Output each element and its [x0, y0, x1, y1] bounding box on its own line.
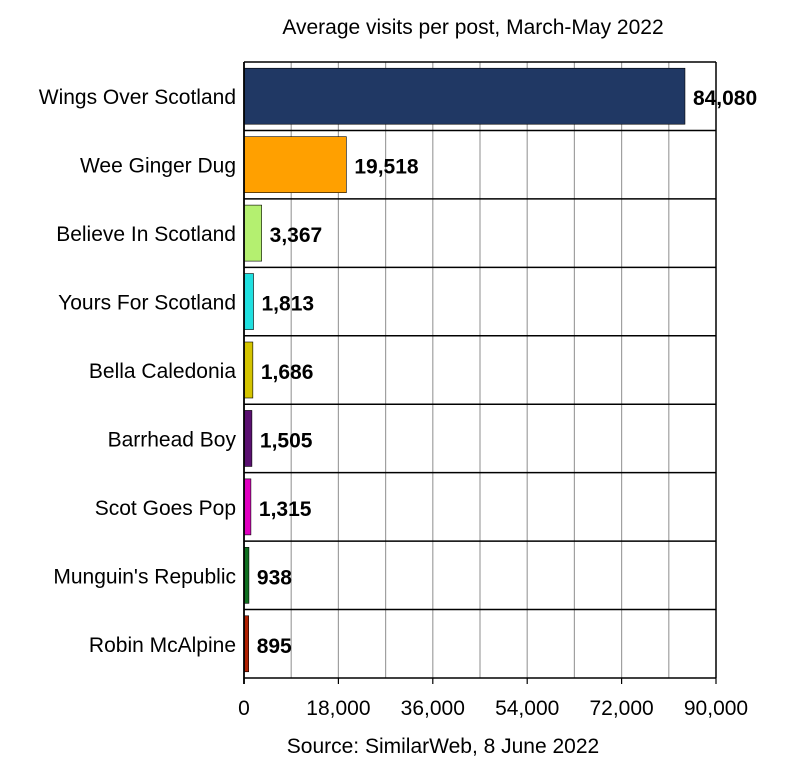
- bar: [243, 410, 253, 467]
- x-tick-label: 72,000: [589, 697, 653, 720]
- bar: [243, 273, 254, 330]
- data-label: 84,080: [693, 87, 757, 110]
- bar: [243, 67, 686, 125]
- category-label: Believe In Scotland: [56, 223, 236, 246]
- x-axis-ticks: 0 18,000 36,000 54,000 72,000 90,000: [238, 678, 748, 720]
- data-label: 1,813: [262, 293, 315, 316]
- category-label: Yours For Scotland: [58, 292, 236, 315]
- data-label: 1,686: [261, 361, 314, 384]
- chart-title: Average visits per post, March-May 2022: [282, 16, 663, 39]
- x-tick-label: 90,000: [684, 697, 748, 720]
- category-label: Wings Over Scotland: [39, 86, 236, 109]
- data-label: 938: [257, 566, 292, 589]
- category-label: Bella Caledonia: [89, 360, 236, 383]
- x-tick-label: 36,000: [401, 697, 465, 720]
- bar: [243, 136, 347, 193]
- value-labels: 84,080 19,518 3,367 1,813 1,686 1,505 1,315 938…: [257, 87, 757, 658]
- data-label: 19,518: [354, 156, 419, 179]
- data-label: 1,315: [259, 498, 312, 521]
- x-tick-label: 18,000: [306, 697, 370, 720]
- category-label: Munguin's Republic: [53, 565, 236, 588]
- category-label: Scot Goes Pop: [95, 497, 236, 520]
- category-labels: Wings Over Scotland Wee Ginger Dug Believe…: [39, 86, 237, 657]
- grid-layer: [244, 61, 716, 679]
- bar: [243, 341, 254, 399]
- x-tick-label: 54,000: [495, 697, 559, 720]
- plot-frame: [243, 62, 717, 684]
- bar: [243, 204, 262, 262]
- data-label: 1,505: [260, 429, 313, 452]
- category-label: Wee Ginger Dug: [80, 155, 236, 178]
- data-label: 895: [257, 635, 292, 658]
- x-tick-label: 0: [238, 697, 250, 720]
- data-label: 3,367: [270, 224, 323, 247]
- bar-layer: [243, 67, 686, 673]
- category-label: Robin McAlpine: [89, 634, 236, 657]
- category-label: Barrhead Boy: [108, 428, 237, 451]
- source-note: Source: SimilarWeb, 8 June 2022: [287, 735, 599, 758]
- bar: [243, 478, 252, 536]
